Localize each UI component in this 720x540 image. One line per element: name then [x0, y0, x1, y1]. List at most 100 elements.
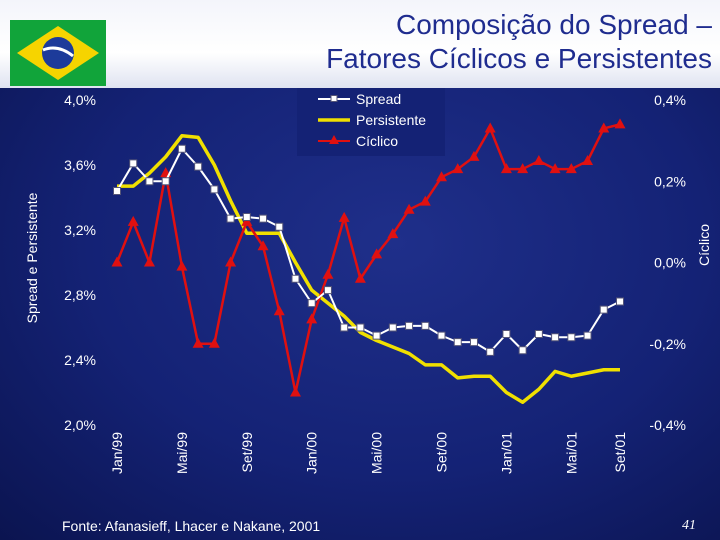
y-left-axis-title: Spread e Persistente — [24, 192, 40, 323]
ciclico-point — [208, 337, 220, 348]
page-number: 41 — [682, 518, 696, 533]
ciclico-point — [338, 211, 350, 222]
ciclico-point — [127, 215, 139, 226]
y-left-tick-label: 4,0% — [64, 92, 96, 108]
spread-point — [388, 323, 397, 332]
y-right-axis-title: Cíclico — [696, 224, 712, 266]
ciclico-point — [371, 248, 383, 259]
spread-point — [502, 330, 511, 338]
source-note: Fonte: Afanasieff, Lhacer e Nakane, 2001 — [62, 518, 321, 534]
y-left-tick-label: 3,2% — [64, 222, 96, 238]
spread-point — [534, 330, 543, 338]
series-persistente — [117, 134, 620, 404]
spread-point — [226, 214, 235, 223]
spread-point — [356, 323, 365, 332]
spread-point — [469, 338, 478, 347]
ciclico-point — [176, 260, 188, 271]
header-band — [0, 0, 720, 88]
ciclico-point — [289, 386, 301, 397]
spread-point — [453, 338, 462, 347]
ciclico-point — [273, 305, 285, 316]
legend-label-persistente: Persistente — [356, 112, 426, 128]
ciclico-point — [322, 268, 334, 279]
spread-point — [161, 177, 170, 186]
series-spread — [113, 144, 624, 356]
ciclico-point — [225, 256, 237, 267]
ciclico-point — [614, 118, 626, 129]
spread-point — [145, 177, 154, 186]
y-right-tick-label: 0,0% — [654, 255, 686, 271]
spread-point — [405, 321, 414, 330]
series-layer — [111, 118, 626, 404]
legend: Spread Persistente Cíclico — [297, 88, 445, 156]
y-right-tick-label: -0,4% — [649, 417, 686, 433]
spread-point — [129, 159, 138, 168]
ciclico-point — [143, 256, 155, 267]
legend-label-ciclico: Cíclico — [356, 133, 398, 149]
spread-point — [307, 299, 316, 308]
ciclico-line — [115, 123, 621, 394]
brazil-flag-icon — [10, 20, 106, 86]
spread-point — [242, 213, 251, 221]
x-tick-label: Jan/01 — [498, 432, 514, 474]
ciclico-point — [582, 154, 594, 165]
x-tick-label: Jan/99 — [109, 432, 125, 474]
spread-point — [486, 347, 495, 356]
spread-point — [421, 321, 430, 330]
spread-point — [437, 331, 446, 340]
spread-point — [291, 274, 300, 283]
ciclico-point — [468, 150, 480, 161]
spread-point — [177, 144, 186, 153]
y-right-tick-label: -0,2% — [649, 336, 686, 352]
x-tick-label: Set/99 — [239, 432, 255, 473]
spread-point — [372, 331, 381, 340]
legend-label-spread: Spread — [356, 91, 401, 107]
spread-point — [551, 333, 560, 342]
spread-point — [567, 333, 576, 342]
ciclico-point — [598, 122, 610, 133]
y-left-tick-label: 2,0% — [64, 417, 96, 433]
y-right-tick-label: 0,4% — [654, 92, 686, 108]
x-tick-label: Set/01 — [612, 432, 628, 473]
legend-marker-spread — [330, 95, 338, 102]
ciclico-point — [500, 163, 512, 174]
ciclico-point — [419, 195, 431, 206]
spread-point — [259, 214, 268, 223]
spread-point — [340, 323, 349, 332]
ciclico-point — [257, 240, 269, 251]
x-tick-label: Set/00 — [434, 432, 450, 473]
ciclico-point — [387, 228, 399, 239]
ciclico-point — [452, 163, 464, 174]
ciclico-point — [192, 337, 204, 348]
x-tick-label: Mai/01 — [563, 432, 579, 474]
ciclico-point — [403, 203, 415, 214]
title-line-1: Composição do Spread – — [396, 9, 712, 40]
ciclico-point — [436, 171, 448, 182]
x-tick-label: Mai/00 — [369, 432, 385, 474]
series-ciclico — [111, 118, 626, 397]
spread-point — [275, 222, 284, 231]
y-left-tick-label: 2,4% — [64, 352, 96, 368]
spread-point — [599, 305, 608, 314]
spread-point — [518, 346, 527, 355]
spread-point — [194, 162, 203, 171]
ciclico-point — [306, 313, 318, 324]
page-title: Composição do Spread – Fatores Cíclicos … — [152, 8, 712, 76]
axes-layer: 4,0% 3,6% 3,2% 2,8% 2,4% 2,0% 0,4% 0,2% 0,0% -0,2… — [24, 92, 712, 474]
spread-point — [616, 297, 624, 306]
y-right-tick-label: 0,2% — [654, 173, 686, 189]
ciclico-point — [517, 163, 529, 174]
ciclico-point — [549, 163, 561, 174]
title-line-2: Fatores Cíclicos e Persistentes — [326, 43, 712, 74]
y-left-tick-label: 2,8% — [64, 287, 96, 303]
y-left-tick-label: 3,6% — [64, 157, 96, 173]
legend-marker-ciclico — [329, 135, 339, 144]
spread-point — [210, 185, 219, 194]
x-tick-label: Jan/00 — [304, 432, 320, 474]
spread-point — [323, 286, 332, 295]
persistente-line — [117, 134, 620, 404]
x-tick-label: Mai/99 — [174, 432, 190, 474]
ciclico-point — [111, 256, 123, 267]
ciclico-point — [484, 122, 496, 133]
